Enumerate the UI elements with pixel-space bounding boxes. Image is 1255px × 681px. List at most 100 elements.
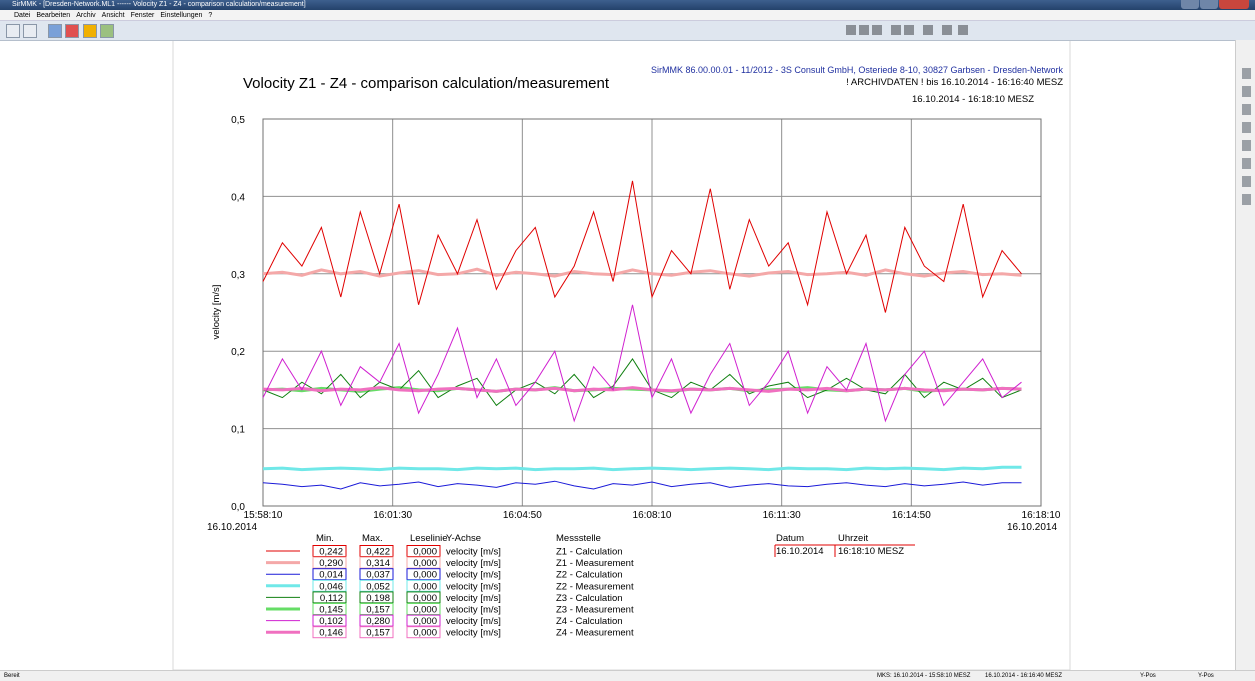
legend-cell bbox=[359, 603, 394, 615]
legend-cell bbox=[312, 545, 347, 557]
legend-axis: velocity [m/s] bbox=[446, 616, 501, 627]
legend-cell bbox=[312, 603, 347, 615]
status-bar: Bereit MKS: 16.10.2014 - 15:58:10 MESZ 1… bbox=[0, 670, 1255, 681]
legend-value: 0,242 bbox=[319, 547, 343, 558]
tool-button[interactable] bbox=[65, 24, 79, 38]
legend-axis: velocity [m/s] bbox=[446, 558, 501, 569]
readout-value: 16:18:10 MESZ bbox=[838, 546, 904, 557]
tool-button[interactable] bbox=[904, 25, 914, 35]
legend-cell bbox=[406, 603, 441, 615]
status-text: Bereit bbox=[4, 673, 20, 679]
tool-button[interactable] bbox=[891, 25, 901, 35]
side-toolbar bbox=[1235, 40, 1255, 670]
x-tick-label: 16:11:30 bbox=[763, 510, 802, 521]
x-tick-label: 16:18:10 bbox=[1022, 510, 1061, 521]
window-title: SirMMK - [Dresden-Network.ML1 ------ Vol… bbox=[12, 1, 306, 8]
series-line bbox=[262, 480, 1022, 490]
tool-button[interactable] bbox=[923, 25, 933, 35]
x-tick-label: 16:04:50 bbox=[503, 510, 542, 521]
legend-cell bbox=[406, 579, 441, 592]
x-tick-label: 15:58:10 bbox=[244, 510, 283, 521]
side-button[interactable] bbox=[1242, 140, 1251, 151]
legend-value: 0,000 bbox=[413, 558, 437, 569]
plot-frame bbox=[262, 118, 1042, 507]
menu-item[interactable]: Archiv bbox=[76, 12, 96, 19]
legend-value: 0,037 bbox=[366, 570, 390, 581]
y-tick-label: 0,0 bbox=[231, 502, 245, 513]
legend-header: Messstelle bbox=[556, 533, 601, 544]
legend-value: 0,000 bbox=[413, 593, 437, 604]
tool-button[interactable] bbox=[846, 25, 856, 35]
side-button[interactable] bbox=[1242, 176, 1251, 187]
menu-item[interactable]: Ansicht bbox=[101, 12, 125, 19]
side-button[interactable] bbox=[1242, 86, 1251, 97]
x-date-label: 16.10.2014 bbox=[207, 522, 257, 533]
legend-cell bbox=[312, 614, 347, 627]
close-button[interactable] bbox=[1219, 0, 1249, 9]
legend-cell bbox=[406, 568, 441, 581]
zoom-out-button[interactable] bbox=[6, 24, 20, 38]
legend-value: 0,102 bbox=[319, 616, 343, 627]
legend-value: 0,157 bbox=[366, 605, 390, 616]
menu-item[interactable]: Datei bbox=[14, 12, 31, 19]
legend-cell bbox=[359, 579, 394, 592]
legend-cell bbox=[312, 568, 347, 581]
menu-bar: Datei Bearbeiten Archiv Ansicht Fenster Einst… bbox=[0, 10, 1255, 21]
menu-item[interactable]: ? bbox=[208, 12, 213, 19]
series-line bbox=[262, 180, 1022, 313]
legend-value: 0,198 bbox=[366, 593, 390, 604]
legend-cell bbox=[406, 591, 441, 604]
legend-name: Z2 - Calculation bbox=[556, 570, 623, 581]
side-button[interactable] bbox=[1242, 158, 1251, 169]
legend-cell bbox=[406, 545, 441, 557]
legend-name: Z4 - Measurement bbox=[556, 628, 634, 639]
menu-item[interactable]: Einstellungen bbox=[160, 12, 203, 19]
legend-cell bbox=[406, 556, 441, 569]
tool-button[interactable] bbox=[48, 24, 62, 38]
legend-axis: velocity [m/s] bbox=[446, 593, 501, 604]
maximize-button[interactable] bbox=[1200, 0, 1218, 9]
tool-button[interactable] bbox=[100, 24, 114, 38]
legend-header: Y-Achse bbox=[446, 533, 481, 544]
legend-value: 0,000 bbox=[413, 628, 437, 639]
series-line bbox=[262, 465, 1022, 472]
legend-name: Z1 - Calculation bbox=[556, 547, 623, 558]
legend-name: Z2 - Measurement bbox=[556, 581, 634, 592]
readout-header: Datum bbox=[776, 533, 804, 544]
legend-value: 0,290 bbox=[319, 558, 343, 569]
tool-button[interactable] bbox=[859, 25, 869, 35]
menu-item[interactable]: Fenster bbox=[130, 12, 155, 19]
tool-button[interactable] bbox=[942, 25, 952, 35]
side-button[interactable] bbox=[1242, 104, 1251, 115]
legend-value: 0,014 bbox=[319, 570, 343, 581]
legend-value: 0,112 bbox=[320, 593, 343, 604]
legend-axis: velocity [m/s] bbox=[446, 570, 501, 581]
tool-button[interactable] bbox=[872, 25, 882, 35]
y-tick-label: 0,2 bbox=[231, 347, 245, 358]
menu-item[interactable]: Bearbeiten bbox=[36, 12, 71, 19]
side-button[interactable] bbox=[1242, 122, 1251, 133]
tool-button[interactable] bbox=[83, 24, 97, 38]
series-line bbox=[262, 386, 1022, 393]
legend-cell bbox=[359, 614, 394, 627]
legend-cell bbox=[312, 556, 347, 569]
zoom-in-button[interactable] bbox=[23, 24, 37, 38]
legend-value: 0,146 bbox=[319, 628, 343, 639]
legend-cell bbox=[312, 626, 347, 639]
legend-value: 0,000 bbox=[413, 605, 437, 616]
legend-axis: velocity [m/s] bbox=[446, 581, 501, 592]
legend-cell bbox=[359, 626, 394, 639]
side-button[interactable] bbox=[1242, 68, 1251, 79]
range-text: 16.10.2014 - 16:18:10 MESZ bbox=[912, 94, 1034, 105]
tool-button[interactable] bbox=[958, 25, 968, 35]
y-tick-label: 0,3 bbox=[231, 270, 245, 281]
legend-cell bbox=[312, 591, 347, 604]
legend-name: Z4 - Calculation bbox=[556, 616, 623, 627]
status-item: Y-Pos bbox=[1140, 673, 1156, 679]
x-tick-label: 16:14:50 bbox=[892, 510, 931, 521]
side-button[interactable] bbox=[1242, 194, 1251, 205]
status-item: MKS: 16.10.2014 - 15:58:10 MESZ bbox=[877, 673, 971, 679]
series-line bbox=[262, 358, 1022, 407]
minimize-button[interactable] bbox=[1181, 0, 1199, 9]
